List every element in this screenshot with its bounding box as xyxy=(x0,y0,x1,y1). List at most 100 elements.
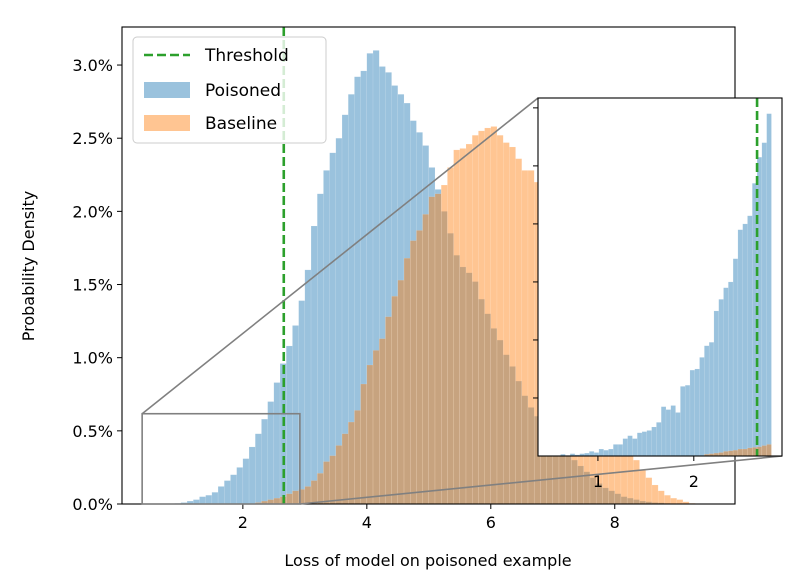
inset-bar-poisoned xyxy=(637,433,642,456)
inset-bar-poisoned xyxy=(724,288,729,456)
inset-bar-poisoned xyxy=(719,299,724,456)
inset-bar-baseline xyxy=(747,448,752,456)
main-bar-baseline xyxy=(398,280,404,504)
main-bar-baseline xyxy=(429,197,435,504)
inset-bar-baseline xyxy=(738,449,743,456)
inset-bar-poisoned xyxy=(762,143,767,456)
main-bar-baseline xyxy=(385,317,391,504)
main-bar-baseline xyxy=(454,150,460,504)
main-bar-baseline xyxy=(664,495,670,504)
inset-bar-poisoned xyxy=(685,385,690,456)
x-tick-label: 2 xyxy=(238,513,248,532)
inset-bar-poisoned xyxy=(599,449,604,456)
main-bar-baseline xyxy=(323,462,329,504)
main-bar-poisoned xyxy=(268,402,274,504)
inset-bar-poisoned xyxy=(738,230,743,456)
main-bar-baseline xyxy=(671,498,677,504)
inset-bar-poisoned xyxy=(709,342,714,456)
inset-bar-poisoned xyxy=(618,444,623,456)
main-bar-poisoned xyxy=(292,325,298,504)
main-bar-baseline xyxy=(274,498,280,504)
main-bar-poisoned xyxy=(305,270,311,504)
main-bar-baseline xyxy=(633,460,639,504)
legend-poisoned-label: Poisoned xyxy=(205,81,281,101)
main-bar-poisoned xyxy=(206,495,212,504)
inset-bar-poisoned xyxy=(661,407,666,456)
main-bar-baseline xyxy=(460,148,466,504)
inset-bar-poisoned xyxy=(690,370,695,456)
y-axis-label: Probability Density xyxy=(19,191,38,342)
main-bar-poisoned xyxy=(230,475,236,504)
x-axis-label: Loss of model on poisoned example xyxy=(284,551,571,570)
main-bar-baseline xyxy=(478,131,484,504)
main-bar-baseline xyxy=(379,339,385,504)
legend-baseline-label: Baseline xyxy=(205,114,277,134)
main-bar-baseline xyxy=(627,450,633,504)
main-bar-baseline xyxy=(646,478,652,504)
inset-bar-poisoned xyxy=(695,369,700,456)
inset-bar-poisoned xyxy=(728,282,733,456)
inset-bar-poisoned xyxy=(613,444,618,456)
main-bar-baseline xyxy=(336,445,342,504)
inset-bar-poisoned xyxy=(628,436,633,456)
inset-bar-poisoned xyxy=(733,259,738,456)
inset-bar-poisoned xyxy=(666,410,671,456)
main-bar-poisoned xyxy=(311,226,317,504)
main-bar-baseline xyxy=(640,470,646,504)
main-bar-baseline xyxy=(528,170,534,504)
main-bar-baseline xyxy=(361,384,367,504)
main-bar-poisoned xyxy=(261,419,267,504)
legend: Threshold Poisoned Baseline xyxy=(133,37,326,143)
main-bar-poisoned xyxy=(323,170,329,504)
main-bar-poisoned xyxy=(199,497,205,504)
main-bar-baseline xyxy=(466,144,472,504)
y-tick-label: 2.0% xyxy=(72,202,113,221)
inset-bar-poisoned xyxy=(604,450,609,456)
main-bar-poisoned xyxy=(274,383,280,504)
inset-bar-poisoned xyxy=(680,386,685,456)
inset-bar-baseline xyxy=(733,450,738,456)
inset-bar-poisoned xyxy=(700,357,705,456)
inset-bar-poisoned xyxy=(656,422,661,456)
inset-bar-poisoned xyxy=(632,439,637,456)
y-tick-label: 0.5% xyxy=(72,422,113,441)
main-bar-poisoned xyxy=(286,346,292,504)
inset-bar-poisoned xyxy=(623,439,628,456)
main-bar-baseline xyxy=(311,481,317,504)
y-tick-label: 1.0% xyxy=(72,349,113,368)
main-bar-poisoned xyxy=(249,447,255,504)
main-bar-baseline xyxy=(404,258,410,504)
inset-x-tick-label: 2 xyxy=(689,472,699,491)
main-bar-baseline xyxy=(317,473,323,504)
main-bar-baseline xyxy=(447,167,453,504)
inset-bar-poisoned xyxy=(747,216,752,456)
main-bar-baseline xyxy=(348,422,354,504)
main-bar-baseline xyxy=(516,159,522,504)
x-tick-label: 4 xyxy=(362,513,372,532)
main-bar-poisoned xyxy=(237,467,243,504)
main-bar-baseline xyxy=(423,214,429,504)
legend-baseline-swatch xyxy=(144,115,190,131)
inset-bar-poisoned xyxy=(743,224,748,456)
main-bar-baseline xyxy=(522,170,528,504)
inset-bar-poisoned xyxy=(714,311,719,456)
main-bar-baseline xyxy=(652,485,658,504)
main-bar-baseline xyxy=(677,500,683,504)
main-bar-baseline xyxy=(416,230,422,504)
main-bar-baseline xyxy=(658,491,664,504)
main-bar-poisoned xyxy=(330,153,336,504)
main-bar-poisoned xyxy=(212,492,218,504)
inset-bar-poisoned xyxy=(608,449,613,456)
main-bar-baseline xyxy=(367,365,373,504)
main-bar-poisoned xyxy=(218,486,224,504)
main-bar-poisoned xyxy=(224,481,230,504)
main-bar-baseline xyxy=(441,185,447,504)
inset-bar-baseline xyxy=(767,444,772,456)
inset-bar-poisoned xyxy=(671,406,676,456)
main-bar-baseline xyxy=(330,456,336,504)
main-bar-baseline xyxy=(342,434,348,504)
x-tick-label: 6 xyxy=(486,513,496,532)
y-tick-label: 0.0% xyxy=(72,495,113,514)
